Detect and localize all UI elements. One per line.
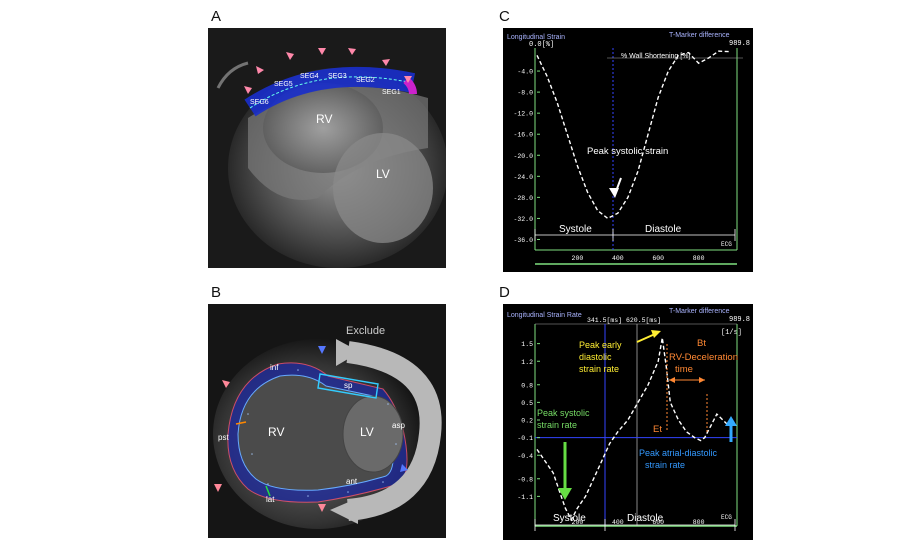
chart-d-bt-label: Bt	[697, 338, 706, 349]
panel-c-chart: Longitudinal Strain T-Marker difference …	[503, 28, 753, 272]
chart-d-annotation-et: Et	[653, 424, 662, 435]
panel-b-image: inf sp asp ant lat pst RV LV Exclude	[208, 304, 446, 538]
chart-c-header-left: Longitudinal Strain	[507, 34, 565, 41]
seg-pst-label: pst	[218, 433, 229, 442]
x-tick-label: 800	[693, 255, 705, 262]
seg-inf-label: inf	[270, 363, 279, 372]
chart-c-unit-top: 0.0[%]	[529, 41, 554, 49]
chart-c-phase-bar	[534, 229, 736, 241]
exclude-label: Exclude	[346, 325, 385, 337]
seg3-label: SEG3	[328, 73, 347, 80]
panel-c-letter: C	[499, 8, 510, 25]
seg2-label: SEG2	[356, 77, 375, 84]
panel-d-letter: D	[499, 284, 510, 301]
chart-d-systole-label: Systole	[553, 513, 586, 524]
x-tick-label: 200	[572, 255, 584, 262]
y-tick-label: -36.0	[513, 237, 533, 244]
panel-b-rv-label: RV	[268, 425, 284, 439]
exclude-arrow-icon	[346, 341, 442, 521]
chart-c-diastole-label: Diastole	[645, 224, 682, 235]
pink-arrowhead-icons-b	[214, 380, 326, 512]
seg1-label: SEG1	[382, 89, 401, 96]
y-tick-label: -12.0	[513, 111, 533, 118]
y-tick-label: -28.0	[513, 195, 533, 202]
chart-d-header-left: Longitudinal Strain Rate	[507, 312, 582, 319]
y-tick-label: 0.5	[521, 400, 533, 407]
yellow-arrow-icon	[636, 330, 661, 343]
chart-c-annotation: Peak systolic strain	[587, 146, 668, 157]
chart-d-phase-bar	[534, 519, 736, 531]
y-tick-label: 0.2	[521, 418, 533, 425]
blue-arrowhead-icons-b	[318, 346, 408, 472]
chart-c-series-line	[536, 50, 729, 220]
chart-d-ecg-label: ECG	[721, 514, 732, 521]
chart-c-header-value: 989.8	[729, 40, 750, 48]
y-tick-label: -20.0	[513, 153, 533, 160]
chart-d-annotation-peak-early: Peak early diastolic strain rate	[579, 340, 622, 374]
y-tick-label: 1.2	[521, 359, 533, 366]
panel-b-lv-label: LV	[360, 425, 374, 439]
chart-d-diastole-label: Diastole	[627, 513, 664, 524]
seg5-label: SEG5	[274, 81, 293, 88]
seg-asp-label: asp	[392, 421, 405, 430]
panel-b-letter: B	[211, 284, 222, 301]
panel-a-rv-label: RV	[316, 112, 332, 126]
chart-c-legend: % Wall Shortening [%]	[621, 53, 690, 60]
y-tick-label: 1.5	[521, 341, 533, 348]
seg4-label: SEG4	[300, 73, 319, 80]
panel-a-lv-label: LV	[376, 167, 390, 181]
chart-d-unit: [1/s]	[721, 329, 742, 337]
y-tick-label: -32.0	[513, 216, 533, 223]
blue-arrow-icon	[725, 416, 737, 442]
chart-d-series-line	[536, 337, 730, 522]
y-tick-label: -16.0	[513, 132, 533, 139]
y-tick-label: -0.1	[517, 435, 533, 442]
y-tick-label: -0.4	[517, 453, 533, 460]
seg-ant-label: ant	[346, 477, 358, 486]
x-tick-label: 800	[693, 519, 705, 526]
chart-c-systole-label: Systole	[559, 224, 592, 235]
y-tick-label: -1.1	[517, 494, 533, 501]
white-arrow-icon	[609, 177, 622, 198]
panel-a-letter: A	[211, 8, 222, 25]
chart-d-header-mid: 341.5[ms] 620.5[ms]	[587, 317, 661, 324]
chart-d-header-right: T-Marker difference	[669, 308, 730, 315]
chart-d-annotation-peak-systolic: Peak systolic strain rate	[537, 408, 590, 430]
chart-d-annotation-peak-atrial: Peak atrial-diastolic strain rate	[639, 448, 718, 470]
x-tick-label: 600	[652, 255, 664, 262]
x-tick-label: 400	[612, 255, 624, 262]
chart-c-header-right: T-Marker difference	[669, 32, 730, 39]
x-tick-label: 400	[612, 519, 624, 526]
y-tick-label: -24.0	[513, 174, 533, 181]
chart-d-annotation-rv-decel: RV-Deceleration time	[669, 352, 738, 375]
y-tick-label: -0.8	[517, 476, 533, 483]
chart-d-header-value: 989.8	[729, 316, 750, 324]
chart-c-ecg-label: ECG	[721, 241, 732, 248]
y-tick-label: -8.0	[517, 90, 533, 97]
y-tick-label: 0.8	[521, 382, 533, 389]
green-arrow-icon	[558, 442, 572, 500]
y-tick-label: -4.0	[517, 69, 533, 76]
x-tick-label: 600	[652, 519, 664, 526]
x-tick-label: 200	[572, 519, 584, 526]
seg-sp-label: sp	[344, 381, 353, 390]
panel-d-chart: Longitudinal Strain Rate 341.5[ms] 620.5…	[503, 304, 753, 540]
seg-lat-label: lat	[266, 495, 275, 504]
panel-a-image: SEG6 SEG5 SEG4 SEG3 SEG2 SEG1 RV LV	[208, 28, 446, 268]
seg6-label: SEG6	[250, 99, 269, 106]
pink-arrowhead-icons	[244, 48, 412, 94]
